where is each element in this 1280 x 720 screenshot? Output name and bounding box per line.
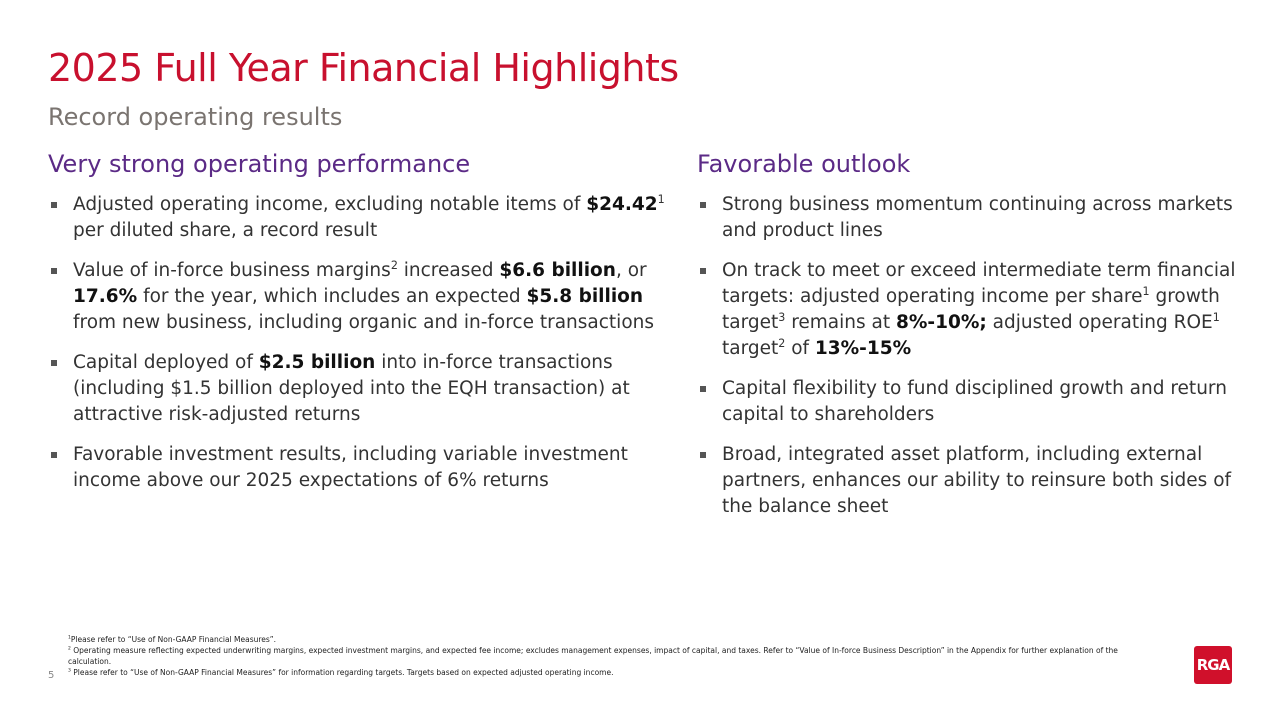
column: Favorable outlook Strong business moment… xyxy=(697,150,1242,534)
text-run: adjusted operating ROE xyxy=(986,312,1213,333)
bullet-item: Value of in-force business margins2 incr… xyxy=(48,258,680,336)
footnote: 3 Please refer to “Use of Non-GAAP Finan… xyxy=(68,667,1158,678)
text-run: On track to meet or exceed intermediate … xyxy=(722,260,1236,307)
text-run: from new business, including organic and… xyxy=(73,312,655,333)
bullet-item: Broad, integrated asset platform, includ… xyxy=(697,442,1242,520)
logo: RGA xyxy=(1194,646,1232,684)
superscript: 1 xyxy=(657,192,665,206)
bullet-list: Strong business momentum continuing acro… xyxy=(697,192,1242,520)
bold-text: $2.5 billion xyxy=(258,352,376,373)
column-heading: Very strong operating performance xyxy=(48,150,471,178)
text-run: Broad, integrated asset platform, includ… xyxy=(722,444,1232,517)
superscript: 3 xyxy=(68,668,71,674)
bullet-item: Capital deployed of $2.5 billion into in… xyxy=(48,350,680,428)
bullet-item: On track to meet or exceed intermediate … xyxy=(697,258,1242,362)
text-run: increased xyxy=(397,260,500,281)
text-run: into in-force transactions (including $1… xyxy=(73,352,630,425)
text-run: target xyxy=(722,338,779,359)
text-run: Capital flexibility to fund disciplined … xyxy=(722,378,1227,425)
text-run: for the year, which includes an expected xyxy=(137,286,527,307)
superscript: 1 xyxy=(68,635,71,641)
text-run: Please refer to “Use of Non-GAAP Financi… xyxy=(70,635,277,644)
bold-text: 17.6% xyxy=(73,286,138,307)
page-number: 5 xyxy=(48,670,55,681)
subtitle: Record operating results xyxy=(48,103,343,131)
bold-text: $6.6 billion xyxy=(499,260,616,281)
column: Very strong operating performance Adjust… xyxy=(48,150,680,508)
superscript: 2 xyxy=(68,646,71,652)
text-run: , or xyxy=(615,260,647,281)
superscript: 1 xyxy=(1212,310,1220,324)
text-run: Adjusted operating income, excluding not… xyxy=(73,194,587,215)
text-run: Capital deployed of xyxy=(73,352,259,373)
text-run: Strong business momentum continuing acro… xyxy=(722,194,1233,241)
superscript: 2 xyxy=(390,258,398,272)
bullet-item: Capital flexibility to fund disciplined … xyxy=(697,376,1242,428)
bullet-item: Favorable investment results, including … xyxy=(48,442,680,494)
column-heading: Favorable outlook xyxy=(697,150,911,178)
text-run: growth target xyxy=(722,286,1220,333)
footnote: 2 Operating measure reflecting expected … xyxy=(68,645,1158,667)
superscript: 1 xyxy=(1142,284,1150,298)
text-run: of xyxy=(785,338,815,359)
superscript: 3 xyxy=(778,310,786,324)
footnote: 1Please refer to “Use of Non-GAAP Financ… xyxy=(68,634,1158,645)
footnotes: 1Please refer to “Use of Non-GAAP Financ… xyxy=(68,634,1158,678)
bold-text: $24.42 xyxy=(586,194,658,215)
title: 2025 Full Year Financial Highlights xyxy=(48,46,679,90)
superscript: 2 xyxy=(778,336,786,350)
text-run: remains at xyxy=(785,312,896,333)
bullet-item: Adjusted operating income, excluding not… xyxy=(48,192,680,244)
text-run: Favorable investment results, including … xyxy=(73,444,628,491)
text-run: Please refer to “Use of Non-GAAP Financi… xyxy=(70,668,614,677)
bold-text: 13%-15% xyxy=(814,338,912,359)
text-run: per diluted share, a record result xyxy=(73,220,378,241)
bold-text: $5.8 billion xyxy=(526,286,644,307)
bullet-list: Adjusted operating income, excluding not… xyxy=(48,192,680,494)
text-run: Operating measure reflecting expected un… xyxy=(68,646,1118,666)
bold-text: 8%-10%; xyxy=(896,312,987,333)
bullet-item: Strong business momentum continuing acro… xyxy=(697,192,1242,244)
text-run: Value of in-force business margins xyxy=(73,260,391,281)
